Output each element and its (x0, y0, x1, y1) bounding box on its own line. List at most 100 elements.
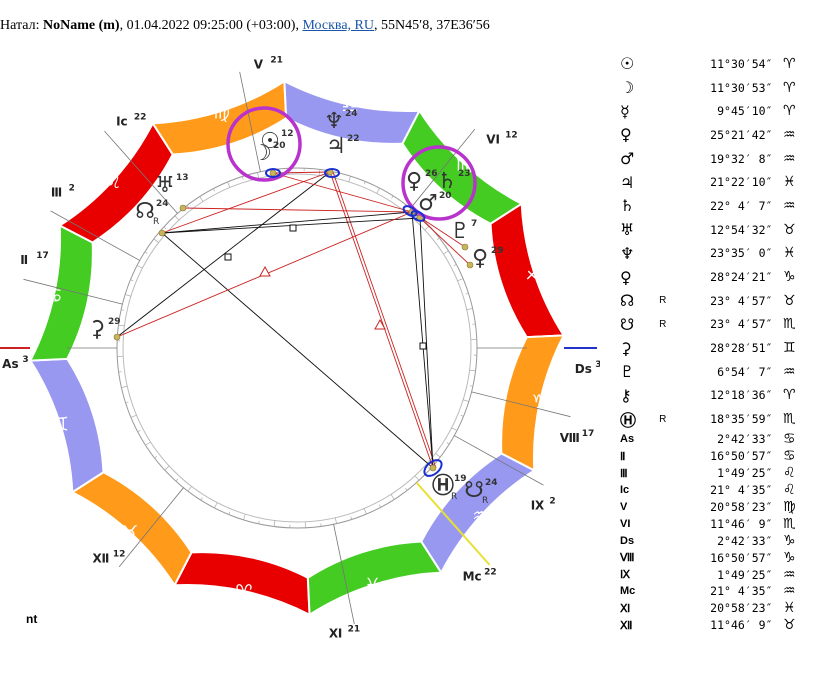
house-symbol: Ⅱ (620, 450, 626, 463)
house-cusp-line (104, 130, 178, 214)
cancer-sign-icon: ♋ (46, 285, 63, 307)
libra-sign-icon: ♎ (341, 95, 358, 117)
aspect-line (411, 211, 434, 469)
house-degree-h3: 2 (69, 183, 75, 193)
house-symbol: Mc (620, 585, 636, 598)
zodiac-sign-icon: ♒ (782, 197, 796, 214)
position-row: ⚳ 28°28′51″ ♊ (620, 336, 800, 360)
degree-tick (175, 478, 179, 482)
house-symbol: Ⅺ (620, 602, 631, 615)
degree-value: 28°28′51″ (710, 341, 773, 356)
degree-value: 25°21′42″ (710, 127, 773, 142)
uranus-degree: 13 (176, 173, 189, 183)
aspect-line (161, 211, 413, 234)
sun-planet-icon: ☉ (260, 129, 280, 154)
zodiac-sign-icon: ♊ (782, 340, 796, 357)
degree-tick (415, 214, 419, 218)
house-symbol: Ds (620, 534, 635, 547)
planet-marker (179, 204, 187, 212)
degree-tick (145, 441, 151, 446)
degree-tick (227, 181, 231, 188)
degree-value: 23° 4′57″ (710, 293, 773, 308)
degree-tick (125, 294, 131, 297)
degree-value: 23°35′ 0″ (710, 246, 773, 261)
planet-symbol-icon: ☊ (620, 291, 635, 311)
degree-value: 2°42′33″ (717, 432, 773, 447)
south-node-degree: 24 (485, 478, 498, 488)
zodiac-sign-icon: ♏ (782, 411, 796, 428)
chart-header: Натал: NoName (m), 01.04.2022 09:25:00 (… (0, 18, 490, 34)
aspect-line (161, 171, 331, 234)
south-node-retro: R (482, 496, 488, 506)
house-cusp-line (50, 210, 140, 261)
node-retro: R (153, 217, 159, 227)
degree-tick (376, 187, 380, 194)
zodiac-sign-icon: ♒ (782, 566, 796, 583)
house-symbol: V (620, 501, 628, 513)
degree-value: 11°30′54″ (710, 56, 773, 71)
position-row: ♀ 28°24′21″ ♑ (620, 265, 800, 289)
house-cusp-line (454, 435, 544, 486)
ceres-degree: 29 (108, 317, 121, 327)
degree-tick (391, 195, 394, 199)
house-label-ds: Ds (575, 362, 592, 376)
saturn-planet-icon: ♄ (437, 169, 457, 194)
header-datetime: , 01.04.2022 09:25:00 (+03:00), (119, 18, 303, 33)
degree-value: 6°54′ 7″ (717, 364, 773, 379)
house-symbol: Ⅲ (620, 467, 628, 480)
degree-value: 11°30′53″ (710, 80, 773, 95)
pluto-planet-icon: ♇ (450, 219, 470, 244)
planet-symbol-icon: ☉ (620, 54, 635, 74)
house-label-h11: Ⅺ (329, 626, 342, 640)
retrograde-flag: R (659, 318, 667, 330)
highlight-circle (401, 145, 477, 221)
degree-tick (427, 466, 431, 470)
conjunction-ellipse (265, 168, 281, 178)
zodiac-sign-icon: ♍ (782, 499, 796, 515)
degree-tick (214, 502, 218, 509)
zodiac-sign-icon: ♈ (782, 103, 796, 120)
moon-planet-icon: ☽ (252, 141, 272, 166)
sun-degree: 12 (281, 129, 294, 139)
house-symbol: Ⅸ (620, 569, 631, 582)
degree-tick (443, 250, 449, 255)
degree-tick (121, 385, 128, 388)
venus-planet-icon: ♀ (406, 169, 422, 194)
planet-marker (113, 333, 121, 341)
degree-value: 22° 4′ 7″ (710, 198, 773, 213)
house-label-h2: Ⅱ (20, 253, 28, 267)
zodiac-sign-icon: ♌ (782, 482, 796, 499)
zodiac-sign-icon: ♓ (782, 174, 796, 191)
house-degree-ds: 3 (595, 360, 600, 370)
lilith-planet-icon: Ⓗ (432, 473, 454, 499)
planet-symbol-icon: ♇ (620, 362, 635, 382)
planet-symbol-icon: ⚷ (620, 385, 632, 405)
degree-tick (121, 309, 125, 311)
house-symbol: Ic (620, 484, 630, 497)
sagittarius-sign-icon: ♐ (525, 262, 542, 284)
position-row: ☿ 9°45′10″ ♈ (620, 99, 800, 123)
house-cusp-line (415, 481, 491, 566)
degree-value: 1°49′25″ (717, 567, 773, 582)
aspect-line (419, 217, 471, 266)
degree-tick (164, 465, 170, 471)
degree-tick (390, 494, 395, 500)
degree-value: 16°50′57″ (710, 449, 773, 464)
zodiac-sign-icon: ♌ (782, 465, 796, 482)
degree-tick (465, 292, 469, 295)
position-row: As 2°42′33″ ♋ (620, 431, 800, 448)
venus-degree: 26 (425, 169, 438, 179)
pluto-degree: 7 (471, 219, 477, 229)
degree-tick (350, 516, 353, 520)
degree-tick (228, 511, 231, 515)
degree-tick (257, 172, 260, 179)
footer-label: nt (26, 612, 38, 626)
aspect-line (272, 172, 413, 213)
zodiac-sign-icon: ♓ (782, 600, 796, 617)
house-cusp-line (410, 128, 476, 209)
location-link[interactable]: Москва, RU (302, 18, 375, 33)
saturn-degree: 23 (458, 169, 471, 179)
house-label-mc: Mc (463, 569, 482, 583)
degree-tick (378, 504, 381, 508)
